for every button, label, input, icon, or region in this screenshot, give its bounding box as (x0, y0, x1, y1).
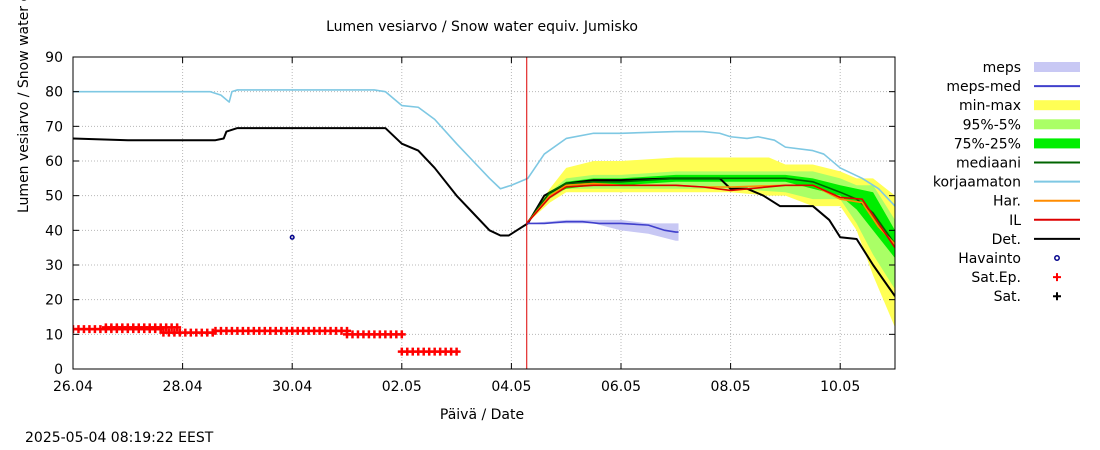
legend-entry-det: Det. (992, 232, 1080, 248)
sat-ep-marker (452, 347, 461, 356)
legend-swatch-plus (1053, 292, 1061, 301)
x-tick-label: 02.05 (382, 379, 422, 395)
band-min-max (526, 157, 895, 328)
series-korjaamaton (73, 89, 895, 207)
x-tick-label: 08.05 (711, 379, 751, 395)
grid (72, 56, 895, 370)
point-havainto (289, 234, 295, 240)
sat-ep-marker-row (101, 323, 182, 332)
legend-entry-har: Har. (993, 194, 1080, 210)
chart-title: Lumen vesiarvo / Snow water equiv. Jumis… (326, 19, 638, 35)
plot-frame (72, 56, 896, 370)
legend-label: 95%-5% (963, 117, 1021, 133)
legend-swatch-band (1034, 119, 1080, 130)
series-meps-med (526, 220, 679, 233)
legend-entry-sat-ep: Sat.Ep. (971, 270, 1061, 286)
series-det (73, 127, 895, 297)
legend-swatch-band (1034, 138, 1080, 149)
legend-entry-95-5: 95%-5% (963, 117, 1080, 133)
sat-ep-marker-row (288, 326, 351, 335)
sat-ep-marker (397, 330, 406, 339)
legend-label: Sat. (994, 289, 1021, 305)
y-tick-label: 20 (45, 293, 63, 309)
x-tick-label: 28.04 (163, 379, 203, 395)
plot-area (73, 57, 895, 369)
legend-label: Det. (992, 232, 1021, 248)
x-tick-label: 10.05 (820, 379, 860, 395)
y-tick-label: 10 (45, 327, 63, 343)
legend-label: 75%-25% (954, 136, 1021, 152)
x-axis-label: Päivä / Date (439, 407, 525, 423)
legend-label: meps-med (946, 79, 1021, 95)
legend-swatch-band (1034, 62, 1080, 72)
legend-label: Sat.Ep. (971, 270, 1021, 286)
legend-entry-havainto: Havainto (958, 251, 1060, 267)
y-tick-label: 70 (45, 119, 63, 135)
sat-ep-marker-row (211, 326, 297, 335)
legend-swatch-band (1034, 100, 1080, 111)
y-tick-label: 0 (54, 362, 63, 378)
legend-entry-min-max: min-max (959, 98, 1080, 114)
y-tick-label: 80 (45, 85, 63, 101)
x-tick-label: 06.05 (601, 379, 641, 395)
x-tick-label: 04.05 (491, 379, 531, 395)
legend-label: mediaani (956, 156, 1021, 172)
legend-entry-meps: meps (983, 60, 1080, 76)
legend-label: korjaamaton (933, 175, 1021, 191)
legend-entry-75-25: 75%-25% (954, 136, 1080, 152)
legend-swatch-plus (1053, 273, 1061, 282)
legend-entry-sat: Sat. (994, 289, 1061, 305)
timestamp: 2025-05-04 08:19:22 EEST (25, 430, 214, 446)
y-tick-label: 60 (45, 154, 63, 170)
legend-label: meps (983, 60, 1021, 76)
legend-label: Har. (993, 194, 1021, 210)
legend-entry-meps-med: meps-med (946, 79, 1080, 95)
legend-entry-mediaani: mediaani (956, 156, 1080, 172)
sat-ep-marker-row (343, 330, 406, 339)
x-tick-label: 26.04 (53, 379, 93, 395)
legend-label: IL (1009, 213, 1021, 229)
y-tick-label: 40 (45, 223, 63, 239)
series-il (526, 184, 895, 249)
x-tick-label: 30.04 (272, 379, 312, 395)
legend-label: min-max (959, 98, 1021, 114)
legend: meps meps-med min-max 95%-5% 75%-25% mediaani… (933, 60, 1080, 305)
legend-swatch-circle (1054, 255, 1060, 261)
y-tick-label: 30 (45, 258, 63, 274)
sat-ep-marker (173, 323, 182, 332)
sat-ep-marker-row (159, 328, 217, 337)
legend-entry-korjaamaton: korjaamaton (933, 175, 1080, 191)
legend-label: Havainto (958, 251, 1021, 267)
series-har (526, 182, 895, 245)
y-tick-label: 90 (45, 50, 63, 66)
y-tick-label: 50 (45, 189, 63, 205)
band-95-5 (526, 171, 895, 290)
sat-ep-marker-row (397, 347, 461, 356)
axes: 0 10 20 30 40 50 60 70 80 90 26.04 28.04 30.04 02.05 0… (45, 50, 895, 395)
legend-entry-il: IL (1009, 213, 1080, 229)
